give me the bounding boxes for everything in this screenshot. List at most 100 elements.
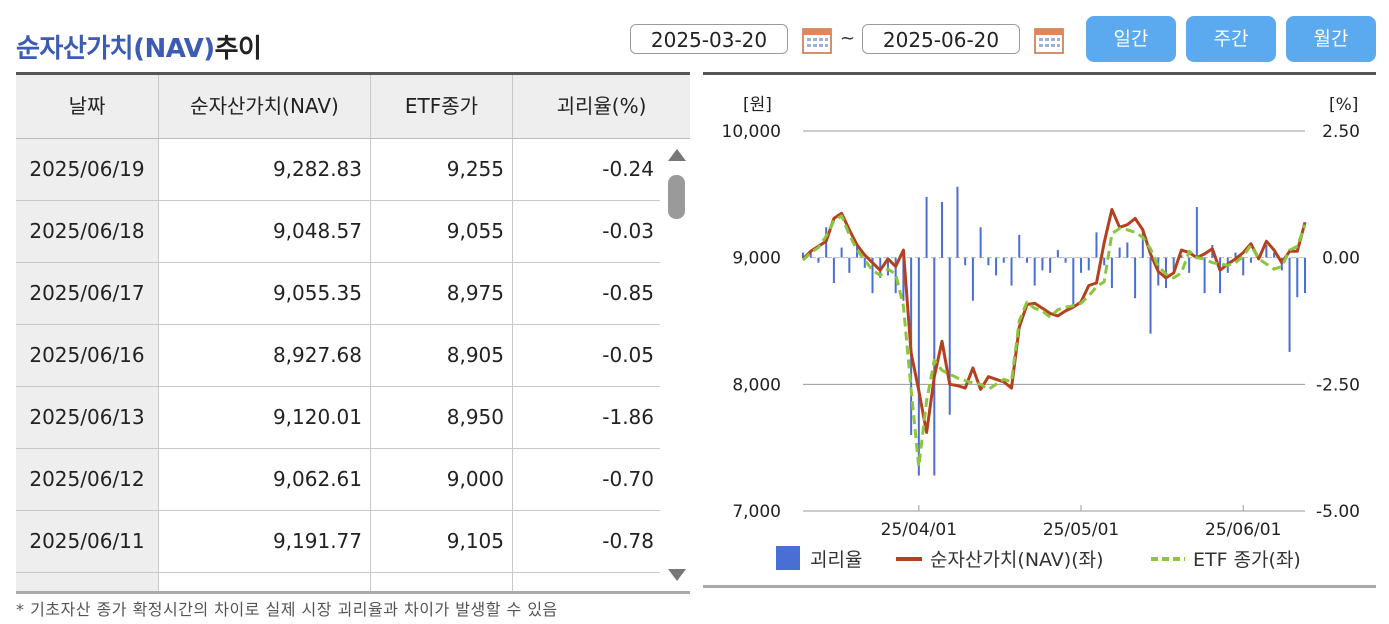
cell-gap: -0.85 — [602, 281, 654, 305]
cell-nav: 9,062.61 — [159, 449, 371, 510]
legend-gap-swatch — [776, 546, 800, 570]
gap-bar — [1172, 257, 1175, 271]
gap-bar — [1304, 257, 1306, 294]
table-row: 2025/06/11 9,191.77 9,105 -0.78 — [16, 511, 660, 573]
cell-gap: -0.70 — [602, 467, 654, 491]
cell-nav: 9,048.57 — [159, 201, 371, 262]
table-body: 2025/06/19 9,282.83 9,255 -0.24 2025/06/… — [16, 139, 660, 591]
left-tick-label: 9,000 — [732, 249, 781, 269]
page-title-main: 순자산가치(NAV) — [16, 34, 215, 64]
gap-bar — [886, 257, 889, 276]
gap-bar — [1180, 255, 1183, 258]
gap-bar — [1103, 257, 1106, 266]
x-tick-label: 25/05/01 — [1043, 520, 1119, 540]
cell-nav: 8,927.68 — [159, 325, 371, 386]
gap-bar — [956, 186, 959, 258]
cell-gap: -0.05 — [602, 343, 654, 367]
scroll-up-icon[interactable] — [668, 149, 686, 161]
table-scrollbar[interactable] — [662, 139, 690, 591]
left-unit-label: [원] — [743, 95, 772, 115]
gap-bar — [1118, 247, 1121, 258]
monthly-button[interactable]: 월간 — [1286, 16, 1376, 62]
gap-bar — [871, 257, 874, 294]
cell-date: 2025/06/12 — [16, 449, 159, 510]
x-tick-label: 25/04/01 — [881, 520, 957, 540]
gap-bar — [1064, 257, 1067, 263]
gap-bar — [1188, 257, 1191, 273]
gap-bar — [917, 257, 920, 476]
gap-bar — [1195, 207, 1198, 258]
legend-gap-label: 괴리율 — [810, 549, 862, 571]
start-calendar-icon[interactable] — [802, 26, 832, 54]
daily-button[interactable]: 일간 — [1086, 16, 1176, 62]
cell-etf — [371, 573, 513, 591]
gap-bar — [848, 257, 851, 273]
cell-date: 2025/06/18 — [16, 201, 159, 262]
cell-etf: 9,055 — [371, 201, 513, 262]
nav-table: 날짜 순자산가치(NAV) ETF종가 괴리율(%) 2025/06/19 9,… — [16, 72, 690, 594]
left-tick-label: 7,000 — [732, 502, 781, 522]
gap-bar — [809, 250, 812, 258]
gap-bar — [941, 201, 944, 258]
date-separator: ~ — [840, 28, 856, 49]
table-row: 2025/06/18 9,048.57 9,055 -0.03 — [16, 201, 660, 263]
footnote: * 기초자산 종가 확정시간의 차이로 실제 시장 괴리율과 차이가 발생할 수… — [16, 600, 558, 619]
gap-bar — [1242, 257, 1245, 276]
end-calendar-icon[interactable] — [1034, 26, 1064, 54]
gap-bar — [1010, 257, 1013, 286]
etf-line — [801, 214, 1307, 469]
right-unit-label: [%] — [1329, 95, 1358, 115]
gap-bar — [1203, 257, 1206, 294]
cell-date: 2025/06/17 — [16, 263, 159, 324]
cell-nav — [159, 573, 371, 591]
table-header: 날짜 순자산가치(NAV) ETF종가 괴리율(%) — [16, 75, 690, 139]
page-title-suffix: 추이 — [214, 34, 262, 64]
gap-bar — [1033, 257, 1036, 286]
nav-chart: [원] [%] 10,000 9,000 8,000 7,000 2.50 0.00 -2… — [722, 95, 1360, 571]
cell-etf: 8,975 — [371, 263, 513, 324]
table-row: 2025/06/13 9,120.01 8,950 -1.86 — [16, 387, 660, 449]
gap-bar — [1219, 257, 1222, 294]
gap-bar — [1025, 257, 1028, 263]
cell-date — [16, 573, 159, 591]
scroll-thumb[interactable] — [668, 175, 685, 219]
header-etf: ETF종가 — [371, 75, 513, 138]
header-date: 날짜 — [16, 75, 159, 138]
right-tick-label: -2.50 — [1316, 375, 1360, 395]
gap-bar — [987, 257, 990, 266]
cell-date: 2025/06/11 — [16, 511, 159, 572]
gap-bar — [832, 257, 835, 283]
x-tick-label: 25/06/01 — [1205, 520, 1281, 540]
cell-etf: 9,000 — [371, 449, 513, 510]
gap-bar — [1049, 257, 1052, 273]
gap-bar — [1273, 252, 1276, 258]
gap-bar — [1134, 257, 1137, 299]
page-title: 순자산가치(NAV)추이 — [16, 28, 262, 65]
start-date-input[interactable]: 2025-03-20 — [630, 24, 788, 54]
gap-bar — [1249, 257, 1252, 263]
weekly-button[interactable]: 주간 — [1186, 16, 1276, 62]
scroll-down-icon[interactable] — [668, 569, 686, 581]
cell-etf: 9,105 — [371, 511, 513, 572]
left-tick-label: 10,000 — [722, 122, 781, 142]
cell-etf: 8,950 — [371, 387, 513, 448]
gap-bar — [979, 227, 982, 258]
cell-gap — [513, 573, 660, 591]
right-tick-label: 0.00 — [1322, 249, 1360, 269]
header-nav: 순자산가치(NAV) — [159, 75, 371, 138]
cell-gap: -0.78 — [602, 529, 654, 553]
gap-bar — [1080, 257, 1083, 273]
gap-bar — [863, 257, 866, 268]
table-row: 2025/06/12 9,062.61 9,000 -0.70 — [16, 449, 660, 511]
gap-bar — [1095, 232, 1098, 258]
gap-bar — [1041, 257, 1044, 271]
cell-gap: -0.24 — [602, 157, 654, 181]
gap-bar — [971, 257, 974, 301]
gap-bar — [1018, 234, 1021, 258]
end-date-input[interactable]: 2025-06-20 — [862, 24, 1020, 54]
header-gap: 괴리율(%) — [556, 94, 647, 118]
right-tick-label: 2.50 — [1322, 122, 1360, 142]
gap-bar — [1149, 257, 1152, 334]
gap-bar — [948, 257, 951, 415]
gap-bar — [1296, 257, 1299, 298]
